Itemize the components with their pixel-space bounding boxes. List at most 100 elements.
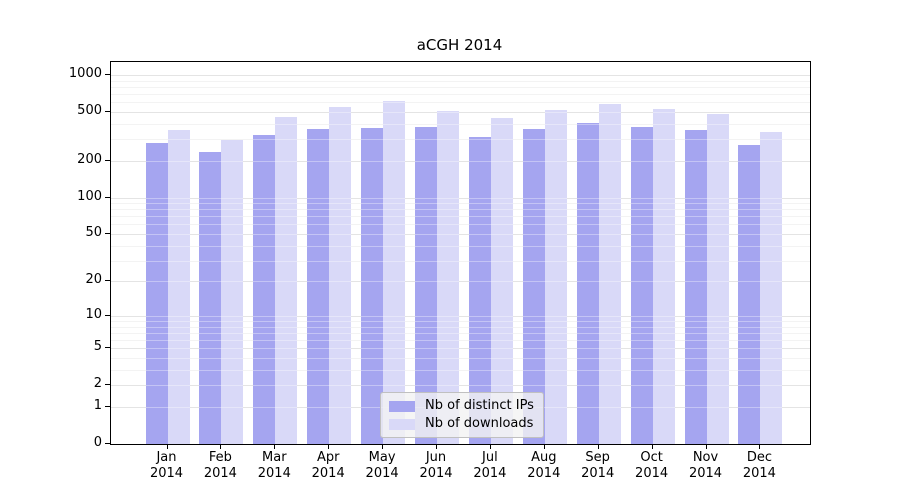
x-axis-label-year: 2014 — [473, 466, 507, 481]
x-axis-label-year: 2014 — [365, 466, 399, 481]
y-axis-tick-mark-10 — [105, 314, 110, 316]
bar-nb-of-distinct-ips-jun-2014 — [415, 127, 437, 444]
legend-swatch-nb-of-distinct-ips — [389, 400, 415, 412]
y-minor-gridline-6 — [111, 340, 810, 342]
x-axis-tick-mark-mar — [274, 444, 276, 449]
bar-nb-of-distinct-ips-feb-2014 — [199, 151, 222, 444]
gridline-overlay-70 — [111, 216, 810, 218]
x-axis-tick-mark-aug — [543, 444, 545, 449]
gridline-overlay-5 — [111, 348, 810, 350]
bar-nb-of-distinct-ips-aug-2014 — [522, 129, 545, 444]
y-axis-tick-label-10: 10 — [85, 306, 102, 322]
y-axis-tick-label-20: 20 — [85, 272, 102, 288]
gridline-overlay-9 — [111, 321, 810, 322]
gridline-overlay-800 — [111, 86, 810, 88]
x-axis-tick-mark-feb — [220, 444, 222, 449]
y-axis-tick-label-50: 50 — [85, 225, 102, 240]
x-axis-label-oct-2014: Oct 2014 — [620, 450, 684, 482]
y-minor-gridline-70 — [111, 216, 810, 218]
x-axis-tick-mark-may — [382, 444, 384, 449]
y-major-gridline-200 — [111, 160, 810, 162]
bar-nb-of-distinct-ips-may-2014 — [361, 128, 384, 444]
y-axis-tick-mark-20 — [105, 280, 110, 282]
y-minor-gridline-60 — [111, 224, 810, 226]
bar-nb-of-distinct-ips-mar-2014 — [253, 135, 276, 444]
gridline-overlay-20 — [111, 281, 810, 283]
chart-title: aCGH 2014 — [416, 36, 503, 54]
y-minor-gridline-9 — [111, 321, 810, 322]
x-axis-tick-mark-jul — [489, 444, 491, 449]
y-axis-tick-label-1000: 1000 — [68, 65, 102, 81]
x-axis-tick-mark-jun — [436, 444, 437, 449]
y-major-gridline-5 — [111, 348, 810, 350]
x-axis-label-year: 2014 — [688, 466, 723, 481]
gridline-overlay-300 — [111, 139, 810, 141]
bar-nb-of-downloads-apr-2014 — [329, 107, 352, 444]
gridline-overlay-100 — [111, 197, 810, 199]
y-axis-tick-mark-100 — [105, 196, 110, 198]
bar-nb-of-distinct-ips-dec-2014 — [738, 145, 761, 444]
y-axis-tick-mark-50 — [105, 233, 110, 234]
x-axis-label-year: 2014 — [742, 466, 776, 481]
x-axis-label-month: Nov — [692, 450, 719, 465]
y-minor-gridline-900 — [111, 80, 810, 82]
gridline-overlay-80 — [111, 209, 810, 211]
gridline-overlay-50 — [111, 234, 810, 235]
plot-area — [110, 61, 811, 445]
x-axis-tick-mark-sep — [597, 444, 599, 449]
bar-nb-of-downloads-jul-2014 — [490, 118, 513, 444]
x-axis-label-year: 2014 — [257, 466, 291, 481]
gridline-overlay-600 — [111, 102, 810, 104]
x-axis-label-year: 2014 — [149, 466, 184, 481]
y-axis-tick-label-5: 5 — [93, 339, 102, 355]
y-major-gridline-1000 — [111, 74, 810, 76]
x-axis-label-year: 2014 — [311, 466, 345, 481]
y-axis-tick-mark-5 — [105, 347, 110, 349]
x-axis-label-month: Jun — [425, 450, 447, 465]
x-axis-label-year: 2014 — [635, 466, 669, 481]
bar-nb-of-distinct-ips-apr-2014 — [307, 129, 330, 444]
gridline-overlay-700 — [111, 94, 810, 95]
gridline-overlay-500 — [111, 111, 810, 113]
gridline-overlay-30 — [111, 260, 810, 262]
gridline-overlay-10 — [111, 315, 810, 317]
y-axis-tick-mark-200 — [105, 159, 110, 161]
legend-item-nb-of-distinct-ips: Nb of distinct IPs — [389, 397, 543, 415]
x-axis-label-nov-2014: Nov 2014 — [674, 450, 738, 482]
x-axis-label-month: Mar — [262, 450, 287, 465]
bar-nb-of-downloads-jun-2014 — [437, 111, 459, 444]
x-axis-label-jan-2014: Jan 2014 — [135, 450, 199, 482]
legend-label-nb-of-downloads: Nb of downloads — [425, 416, 534, 431]
gridline-overlay-6 — [111, 340, 810, 342]
x-axis-label-jul-2014: Jul 2014 — [458, 450, 522, 482]
legend-item-nb-of-downloads: Nb of downloads — [389, 415, 543, 433]
x-axis-label-year: 2014 — [203, 466, 237, 481]
gridline-overlay-40 — [111, 245, 810, 247]
x-axis-label-may-2014: May 2014 — [350, 450, 414, 482]
y-minor-gridline-3 — [111, 369, 810, 371]
y-minor-gridline-90 — [111, 203, 810, 204]
y-axis-tick-label-0: 0 — [93, 435, 102, 450]
legend-swatch-nb-of-downloads — [389, 418, 415, 430]
x-axis-label-month: May — [368, 450, 396, 465]
gridline-overlay-8 — [111, 326, 810, 328]
gridline-overlay-1000 — [111, 74, 810, 76]
x-axis-tick-mark-jan — [166, 444, 168, 449]
y-minor-gridline-400 — [111, 123, 810, 125]
legend-label-nb-of-distinct-ips: Nb of distinct IPs — [425, 398, 534, 413]
bar-nb-of-downloads-sep-2014 — [598, 104, 621, 444]
y-major-gridline-20 — [111, 281, 810, 283]
y-axis-tick-label-200: 200 — [77, 151, 102, 167]
y-minor-gridline-800 — [111, 86, 810, 88]
y-axis-tick-mark-500 — [105, 110, 110, 112]
x-axis-tick-mark-apr — [328, 444, 330, 449]
gridline-overlay-900 — [111, 80, 810, 82]
y-minor-gridline-700 — [111, 94, 810, 95]
x-axis-tick-mark-oct — [651, 444, 653, 449]
x-axis-label-feb-2014: Feb 2014 — [188, 450, 252, 482]
y-minor-gridline-600 — [111, 102, 810, 104]
y-major-gridline-50 — [111, 234, 810, 235]
gridline-overlay-200 — [111, 160, 810, 162]
gridline-overlay-90 — [111, 203, 810, 204]
